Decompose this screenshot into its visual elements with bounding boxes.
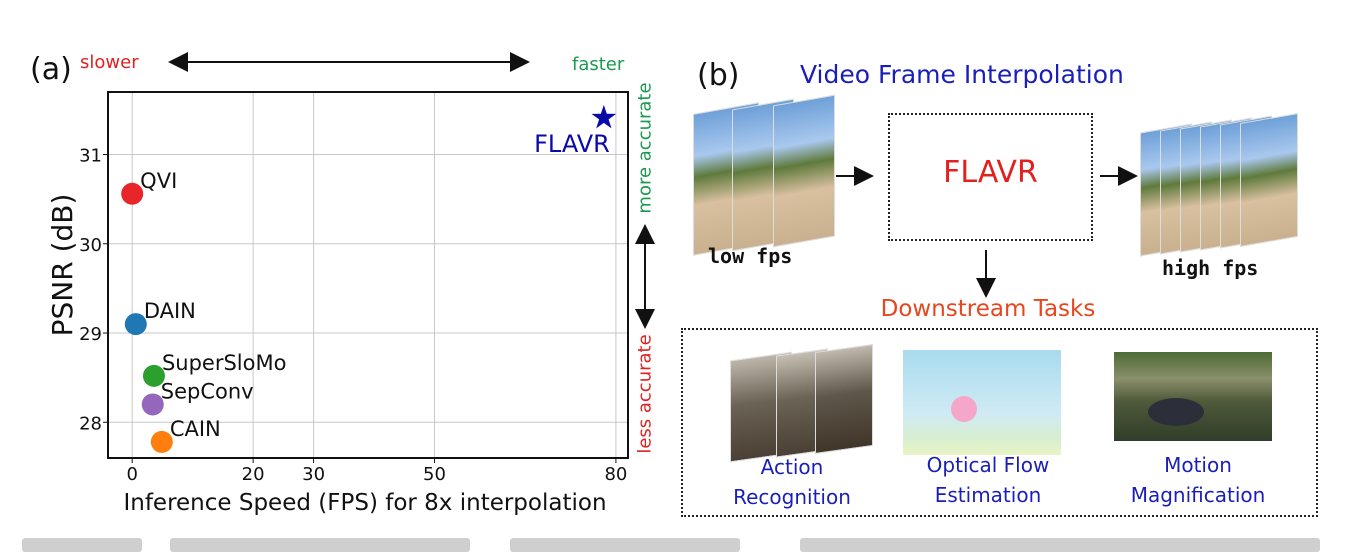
video-frame	[1240, 112, 1298, 248]
caption-fragment	[22, 538, 142, 552]
point-label: SuperSloMo	[162, 351, 287, 375]
low-fps-label: low fps	[708, 244, 793, 268]
task-label-line: Recognition	[733, 485, 851, 509]
point-sepconv	[141, 393, 164, 416]
swan-shape	[1148, 398, 1204, 426]
x-tick-label: 80	[604, 464, 627, 485]
slower-label: slower	[80, 52, 139, 73]
model-name: FLAVR	[943, 155, 1038, 190]
faster-label: faster	[572, 54, 625, 75]
flavr-model-box	[888, 113, 1093, 241]
x-tick-label: 50	[423, 464, 446, 485]
panel-a-label: (a)	[30, 52, 72, 87]
caption-fragment	[170, 538, 470, 552]
downstream-title: Downstream Tasks	[880, 296, 1096, 322]
task-motion-magnification: Motion Magnification	[1100, 450, 1296, 510]
point-flavr	[591, 104, 617, 129]
point-label: QVI	[140, 169, 177, 193]
task-label-line: Optical Flow	[926, 453, 1050, 477]
point-label: SepConv	[161, 379, 254, 403]
video-frame	[815, 343, 873, 455]
optical-flow-image	[903, 350, 1061, 455]
x-tick-label: 30	[302, 464, 325, 485]
task-action-recognition: Action Recognition	[700, 452, 884, 512]
flow-blob	[951, 396, 977, 422]
y-tick-label: 29	[79, 324, 102, 345]
y-axis-label: PSNR (dB)	[46, 194, 79, 337]
point-label: DAIN	[144, 299, 196, 323]
point-qvi	[121, 182, 144, 205]
scatter-chart: 0 20 30 50 80 28 29 30 31 QVI DAIN SuperSloMo SepCo…	[46, 52, 655, 516]
y-tick-label: 31	[79, 145, 102, 166]
y-tick-label: 30	[79, 235, 102, 256]
point-dain	[124, 313, 147, 336]
downstream-tasks-box	[681, 328, 1318, 517]
panel-b-label: (b)	[697, 58, 740, 93]
point-label: FLAVR	[534, 130, 610, 158]
task-label-line: Magnification	[1130, 483, 1266, 507]
point-cain	[150, 430, 173, 453]
task-optical-flow: Optical Flow Estimation	[890, 450, 1086, 510]
x-axis-label: Inference Speed (FPS) for 8x interpolati…	[123, 490, 606, 516]
plot-frame	[107, 91, 629, 459]
high-fps-label: high fps	[1162, 256, 1259, 280]
x-tick-label: 0	[126, 464, 137, 485]
task-label-line: Action	[760, 455, 824, 479]
task-label-line: Estimation	[934, 483, 1042, 507]
point-label: CAIN	[170, 417, 221, 441]
caption-fragment	[510, 538, 740, 552]
point-superslomo	[142, 364, 165, 387]
x-tick-label: 20	[242, 464, 265, 485]
motion-magnification-image	[1114, 352, 1272, 441]
task-label-line: Motion	[1164, 453, 1232, 477]
diagram-title: Video Frame Interpolation	[800, 60, 1124, 89]
caption-fragment	[800, 538, 1320, 552]
y-tick-label: 28	[79, 413, 102, 434]
